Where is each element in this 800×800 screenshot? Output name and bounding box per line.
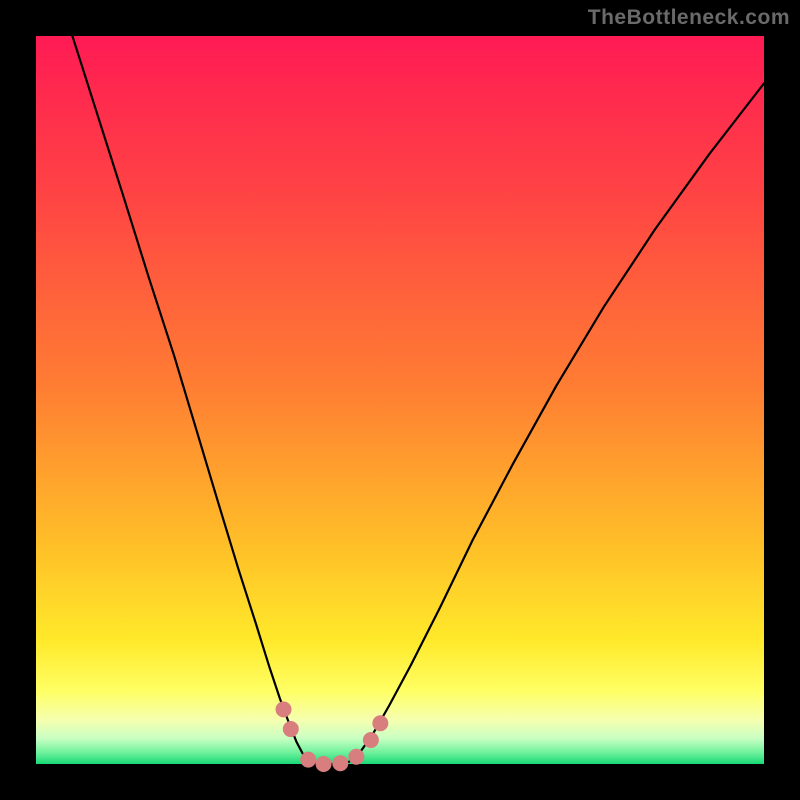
marker-dot	[363, 732, 378, 747]
chart-frame: TheBottleneck.com	[0, 0, 800, 800]
v-curve	[72, 36, 764, 764]
marker-dot	[316, 757, 331, 772]
marker-group	[276, 702, 388, 772]
plot-area	[36, 36, 764, 764]
marker-dot	[349, 749, 364, 764]
marker-dot	[333, 756, 348, 771]
watermark-text: TheBottleneck.com	[588, 6, 790, 30]
marker-dot	[276, 702, 291, 717]
marker-dot	[373, 716, 388, 731]
marker-dot	[301, 752, 316, 767]
marker-dot	[283, 722, 298, 737]
curve-layer	[36, 36, 764, 764]
